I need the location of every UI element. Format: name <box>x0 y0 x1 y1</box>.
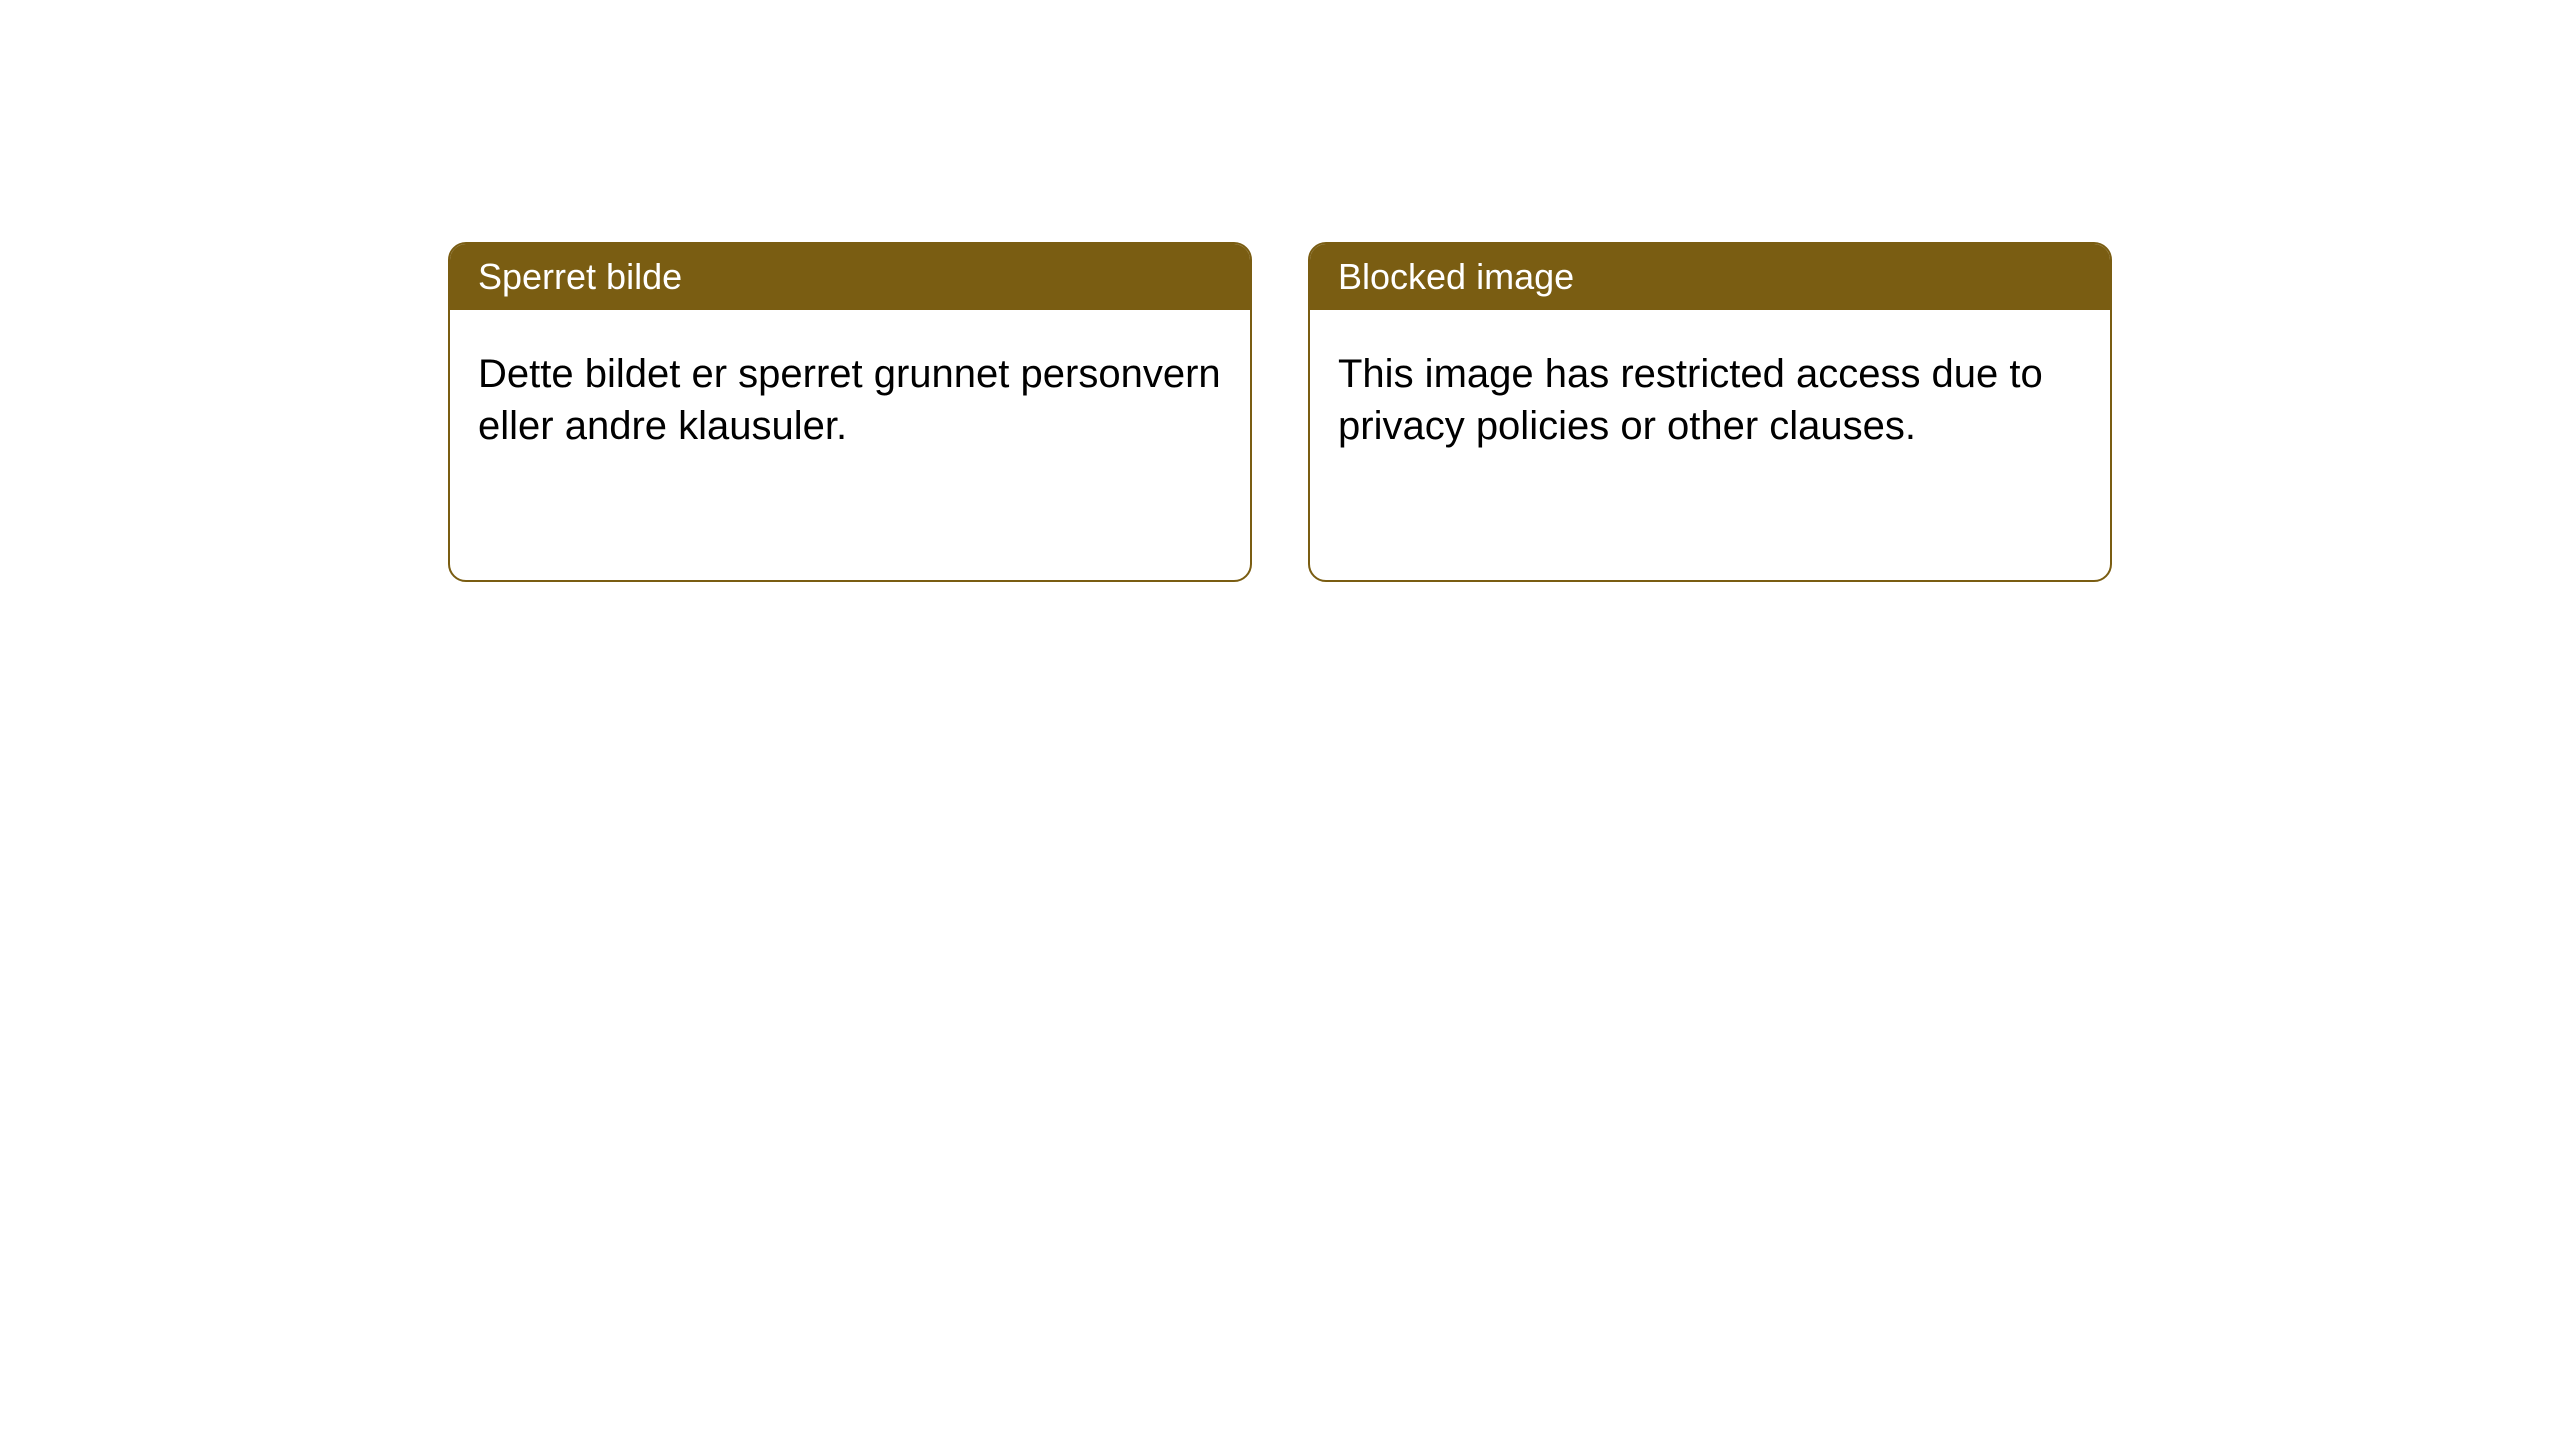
card-body-text: Dette bildet er sperret grunnet personve… <box>478 352 1221 448</box>
card-header: Sperret bilde <box>450 244 1250 310</box>
card-body: Dette bildet er sperret grunnet personve… <box>450 310 1250 490</box>
card-body-text: This image has restricted access due to … <box>1338 352 2043 448</box>
card-body: This image has restricted access due to … <box>1310 310 2110 490</box>
notice-card-norwegian: Sperret bilde Dette bildet er sperret gr… <box>448 242 1252 582</box>
notice-card-container: Sperret bilde Dette bildet er sperret gr… <box>0 0 2560 582</box>
card-title: Blocked image <box>1338 256 1574 297</box>
card-title: Sperret bilde <box>478 256 682 297</box>
notice-card-english: Blocked image This image has restricted … <box>1308 242 2112 582</box>
card-header: Blocked image <box>1310 244 2110 310</box>
